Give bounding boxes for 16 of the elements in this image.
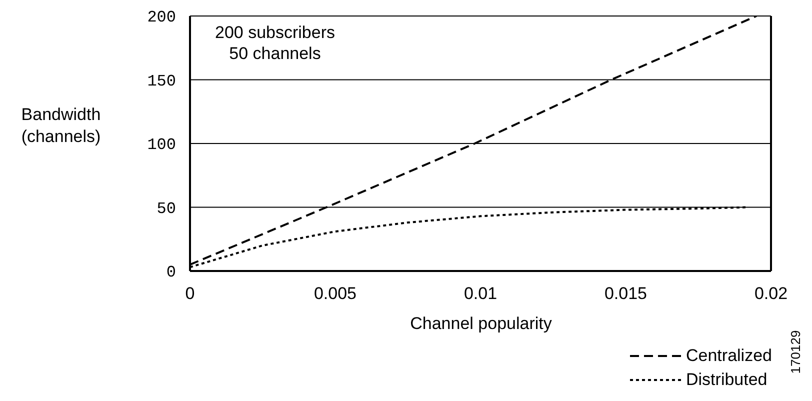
x-tick-label: 0 [185,284,195,304]
legend-label: Distributed [686,370,768,390]
x-axis-title: Channel popularity [409,314,553,334]
y-tick-label: 150 [147,72,176,90]
x-tick-label: 0.01 [464,284,498,304]
x-tick-label: 0.015 [604,284,648,304]
annotation: 200 subscribers 50 channels [214,22,336,64]
y-tick-label: 0 [166,264,176,282]
x-tick-label: 0.02 [754,284,788,304]
x-tick-label: 0.005 [314,284,357,304]
y-tick-label: 200 [147,8,176,27]
legend-label: Centralized [686,346,772,366]
y-tick-label: 50 [156,200,176,218]
y-axis-title: Bandwidth (channels) [20,104,102,148]
y-tick-label: 100 [147,136,176,154]
text: 170129 [788,329,803,376]
